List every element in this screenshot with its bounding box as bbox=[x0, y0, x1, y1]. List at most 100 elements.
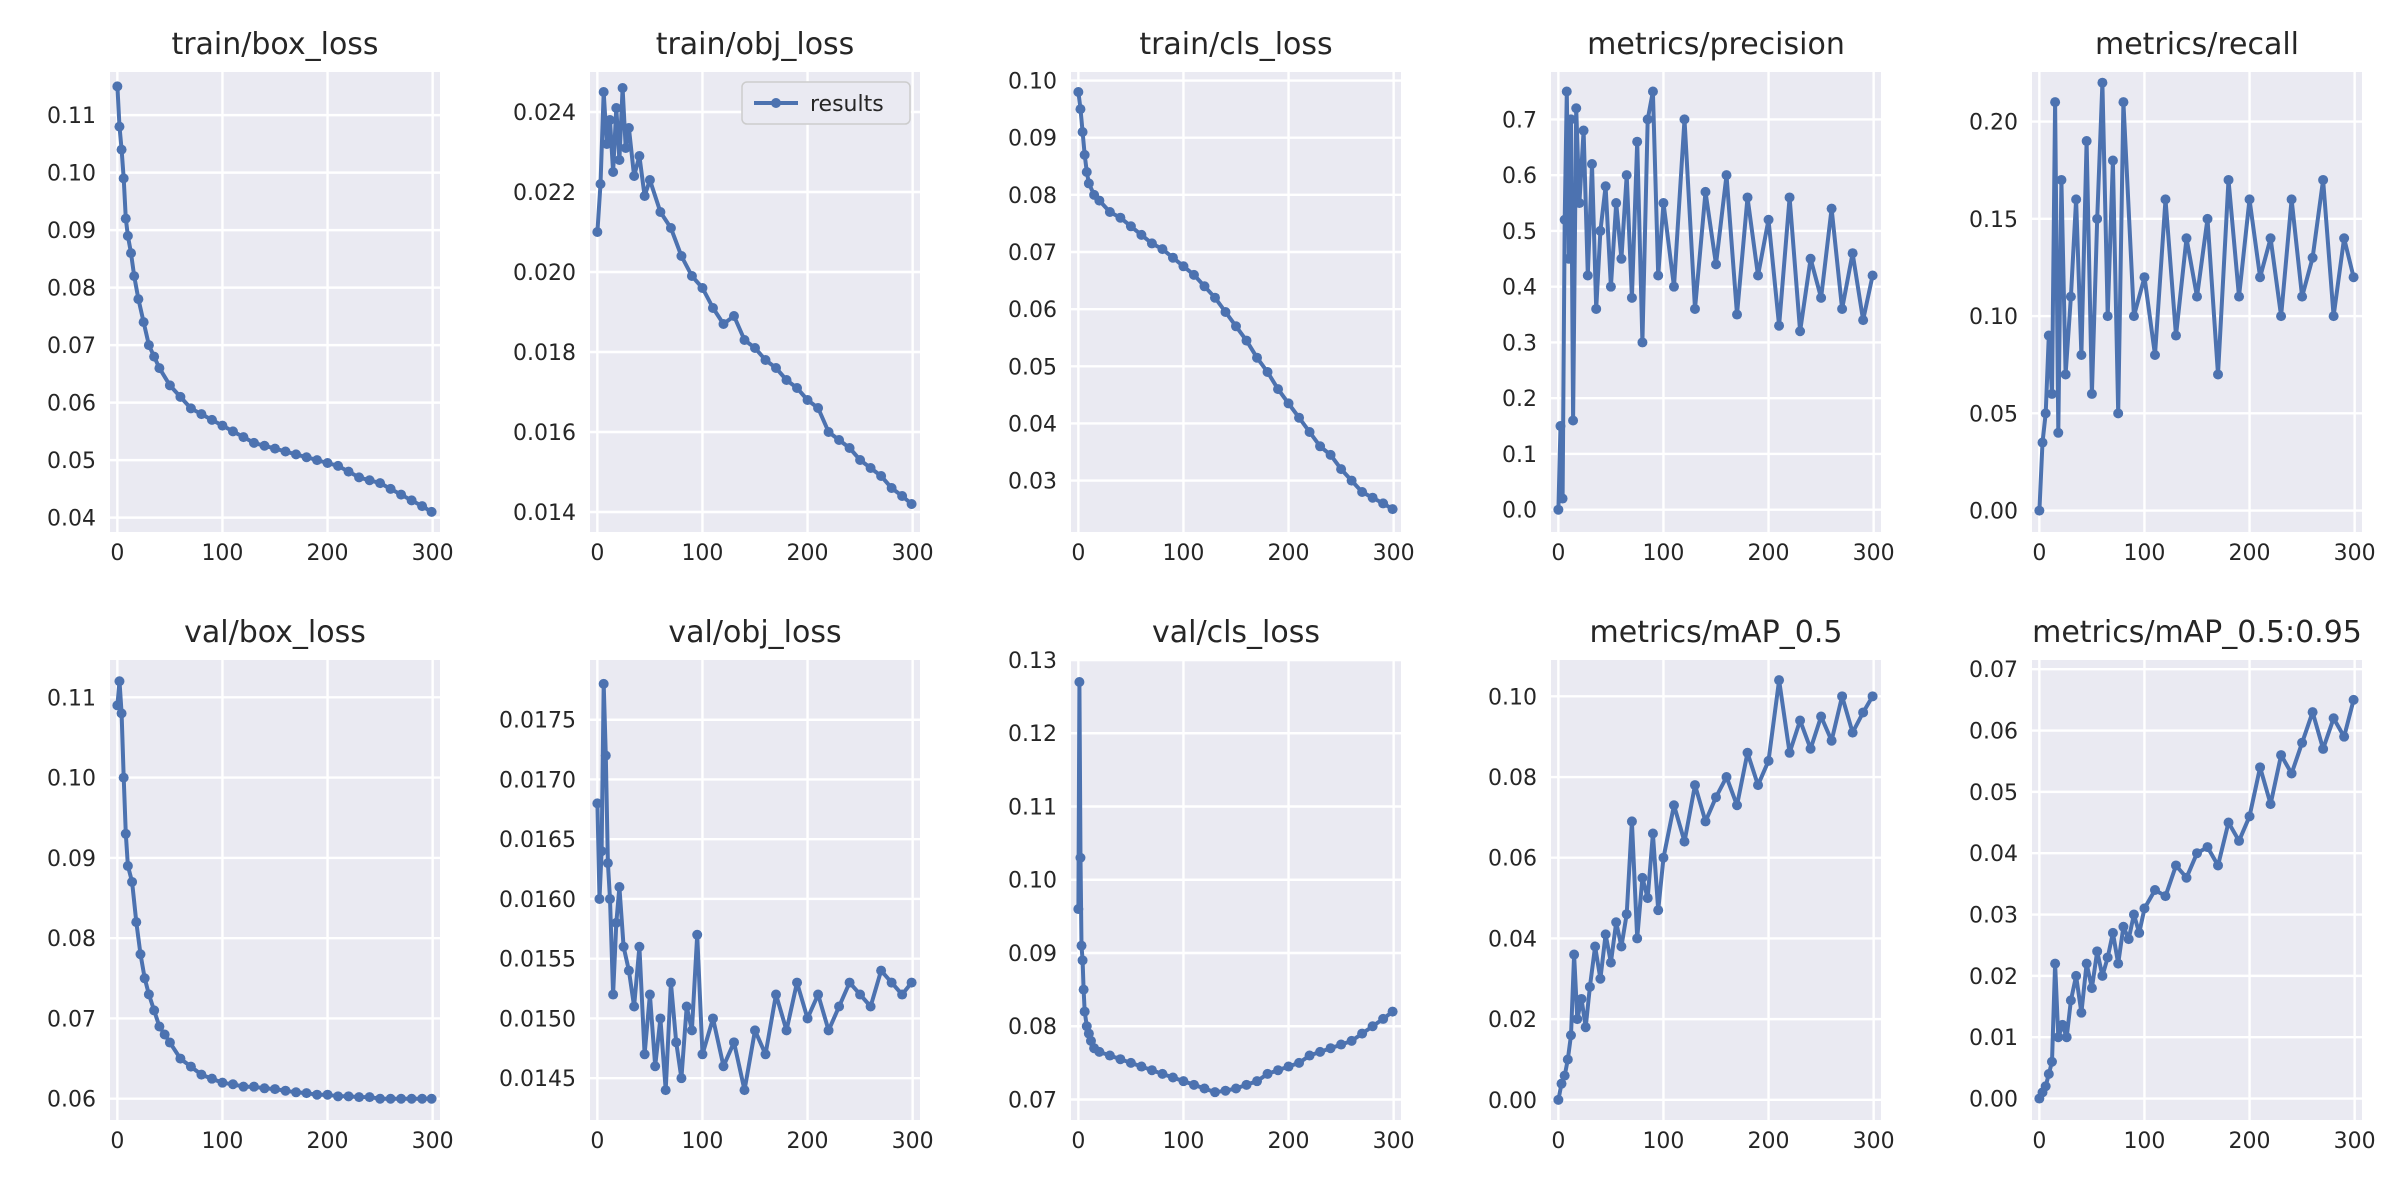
data-point bbox=[2076, 350, 2087, 361]
data-point bbox=[592, 798, 603, 809]
data-point bbox=[802, 1013, 813, 1024]
y-tick-label: 0.15 bbox=[1969, 208, 2018, 233]
y-tick-label: 0.04 bbox=[1488, 927, 1537, 952]
data-point bbox=[1742, 192, 1753, 203]
data-point bbox=[139, 973, 150, 984]
panel-train-cls-loss: 0 100 200 300 0.03 0.04 0.05 0.06 0.07 0.08 0.09 0.… bbox=[1008, 27, 1415, 566]
data-point bbox=[2097, 77, 2108, 88]
data-point bbox=[2307, 707, 2318, 718]
x-tick-label: 200 bbox=[2229, 1129, 2271, 1154]
data-point bbox=[227, 1079, 238, 1090]
data-point bbox=[865, 1001, 876, 1012]
x-tick-label: 0 bbox=[110, 1129, 124, 1154]
data-point bbox=[639, 1049, 650, 1060]
data-point bbox=[1304, 427, 1315, 437]
y-tick-label: 0.05 bbox=[1008, 355, 1057, 380]
y-tick-label: 0.09 bbox=[47, 847, 96, 872]
data-point bbox=[1642, 114, 1653, 125]
data-point bbox=[1315, 441, 1326, 452]
data-point bbox=[2118, 97, 2129, 108]
data-point bbox=[2297, 291, 2308, 302]
data-point bbox=[1294, 412, 1305, 423]
data-point bbox=[1231, 321, 1241, 332]
data-point bbox=[886, 483, 897, 493]
data-point bbox=[2149, 350, 2160, 361]
data-point bbox=[143, 989, 154, 1000]
data-point bbox=[1605, 281, 1616, 292]
data-point bbox=[629, 171, 640, 181]
panel-title: train/cls_loss bbox=[1139, 27, 1332, 62]
data-point bbox=[2339, 233, 2350, 244]
data-point bbox=[1199, 1083, 1210, 1094]
y-tick-label: 0.0155 bbox=[499, 948, 576, 973]
data-point bbox=[1562, 1054, 1573, 1065]
data-point bbox=[1252, 352, 1263, 363]
data-point bbox=[1847, 248, 1858, 259]
data-point bbox=[259, 440, 270, 451]
data-point bbox=[396, 1093, 407, 1104]
data-point bbox=[1325, 449, 1336, 460]
data-point bbox=[834, 435, 845, 445]
data-point bbox=[127, 876, 138, 887]
data-point bbox=[1262, 1068, 1273, 1079]
legend-point-marker bbox=[771, 98, 781, 108]
data-point bbox=[1357, 487, 1368, 497]
data-point bbox=[2076, 1007, 2087, 1018]
panel-val-obj-loss: 0 100 200 300 0.0145 0.0150 0.0155 0.0160 0.0165… bbox=[499, 615, 934, 1154]
y-tick-label: 0.00 bbox=[1488, 1089, 1537, 1114]
data-point bbox=[2170, 330, 2181, 341]
data-point bbox=[1378, 498, 1389, 509]
data-point bbox=[135, 949, 146, 960]
data-point bbox=[2071, 194, 2082, 205]
x-tick-label: 0 bbox=[1551, 1129, 1565, 1154]
data-point bbox=[270, 1084, 280, 1095]
y-tick-label: 0.10 bbox=[1008, 70, 1057, 95]
y-tick-label: 0.10 bbox=[1008, 869, 1057, 894]
data-point bbox=[143, 340, 154, 351]
y-tick-label: 0.08 bbox=[47, 277, 96, 302]
data-point bbox=[617, 83, 628, 93]
data-point bbox=[601, 139, 612, 149]
data-point bbox=[2061, 1032, 2072, 1043]
data-point bbox=[620, 143, 631, 153]
data-point bbox=[1083, 178, 1094, 189]
series-line bbox=[595, 681, 914, 1093]
data-point bbox=[618, 941, 629, 952]
data-point bbox=[2102, 311, 2113, 322]
data-point bbox=[154, 363, 165, 374]
y-tick-label: 0.13 bbox=[1008, 649, 1057, 674]
data-point bbox=[1653, 270, 1664, 281]
y-tick-label: 0.06 bbox=[47, 1088, 96, 1113]
panel-metrics-precision: 0 100 200 300 0.0 0.1 0.2 0.3 0.4 0.5 0.6 0.7 metric… bbox=[1502, 27, 1895, 566]
panel-title: val/box_loss bbox=[184, 615, 366, 650]
data-point bbox=[1167, 252, 1178, 263]
data-point bbox=[385, 1093, 396, 1104]
data-point bbox=[2113, 408, 2124, 419]
data-point bbox=[1580, 1022, 1591, 1033]
data-point bbox=[1104, 207, 1115, 217]
panel-metrics-map-0-5-0-95: 0 100 200 300 0.00 0.01 0.02 0.03 0.04 0.05 0.06 0.… bbox=[1969, 615, 2376, 1154]
y-tick-label: 0.10 bbox=[1488, 685, 1537, 710]
data-point bbox=[614, 882, 625, 893]
data-point bbox=[2053, 427, 2064, 438]
data-point bbox=[112, 81, 123, 92]
data-point bbox=[1104, 1050, 1115, 1061]
data-point bbox=[771, 363, 782, 373]
data-point bbox=[1700, 186, 1711, 197]
data-point bbox=[2081, 136, 2092, 147]
data-point bbox=[594, 893, 605, 904]
x-tick-label: 200 bbox=[2229, 541, 2271, 566]
data-point bbox=[1591, 303, 1602, 314]
data-point bbox=[131, 917, 142, 928]
data-point bbox=[707, 1013, 718, 1024]
data-point bbox=[2092, 946, 2103, 957]
data-point bbox=[1595, 973, 1606, 984]
data-point bbox=[116, 144, 127, 155]
data-point bbox=[1816, 292, 1827, 303]
y-tick-label: 0.024 bbox=[513, 101, 576, 126]
data-point bbox=[1647, 828, 1658, 839]
x-tick-label: 300 bbox=[412, 1129, 454, 1154]
data-point bbox=[600, 750, 611, 761]
data-point bbox=[1642, 893, 1653, 904]
data-point bbox=[886, 977, 897, 988]
